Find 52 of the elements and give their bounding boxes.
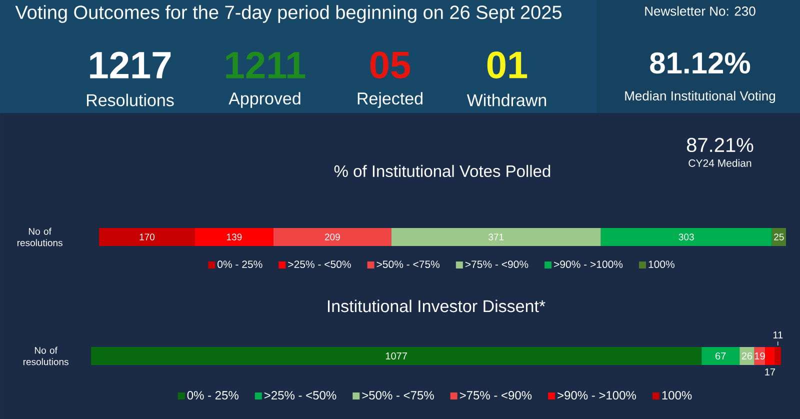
data-label: 19	[754, 352, 765, 360]
text: 81.12%	[650, 52, 750, 74]
legend-label: 0% - 25%	[218, 260, 262, 268]
legend-label: 100%	[662, 391, 692, 400]
legend-label: >50% - <75%	[376, 260, 440, 268]
legend-label: >50% - <75%	[362, 391, 434, 400]
text: 87.21%	[686, 138, 754, 152]
bar	[273, 228, 392, 246]
legend-label: >90% - >100%	[558, 391, 636, 400]
text: Newsletter No: 230	[645, 6, 756, 16]
data-label: 303	[678, 234, 694, 240]
text: 1211	[226, 52, 306, 78]
legend-label: >75% - <90%	[465, 260, 528, 268]
bar	[600, 228, 772, 246]
text: Rejected	[358, 92, 422, 108]
bar	[740, 346, 754, 365]
legend-label: 0% - 25%	[187, 391, 238, 400]
data-label: 371	[488, 234, 504, 240]
bar	[91, 346, 702, 365]
legend-label: >75% - <90%	[460, 391, 532, 400]
text: Withdrawn	[466, 94, 546, 106]
bar	[99, 228, 195, 246]
legend-label: >25% - <50%	[288, 260, 351, 268]
y-tick-label: No of resolutions	[23, 346, 68, 366]
text: CY24 Median	[688, 159, 752, 167]
data-label: 1077	[386, 352, 407, 360]
text: 1217	[90, 52, 171, 78]
text: Approved	[228, 92, 300, 108]
legend-label: >90% - >100%	[554, 260, 623, 268]
data-label: 67	[716, 352, 726, 360]
text: Resolutions	[86, 94, 174, 106]
data-label: 26	[742, 352, 752, 360]
y-tick-label: No of resolutions	[17, 228, 62, 246]
text: Median Institutional Voting	[625, 90, 776, 104]
chart-title: % of Institutional Votes Polled	[334, 164, 550, 178]
text: 05	[370, 52, 410, 78]
data-label: 139	[227, 234, 242, 240]
bar	[391, 228, 601, 246]
legend-label: 100%	[648, 260, 674, 268]
legend-label: >25% - <50%	[264, 391, 336, 400]
data-label: 17	[765, 368, 776, 376]
bar	[765, 346, 775, 365]
bar	[774, 346, 781, 365]
bar	[702, 346, 740, 365]
text: Voting Outcomes for the 7-day period beginning on 26 Sept 2025	[15, 5, 562, 23]
bar	[194, 228, 274, 246]
data-label: 170	[140, 234, 155, 240]
text: 01	[487, 52, 528, 78]
data-label: 11	[773, 332, 783, 338]
data-label: 209	[324, 234, 340, 240]
chart-title: Institutional Investor Dissent*	[328, 300, 546, 312]
data-label: 25	[774, 234, 784, 240]
